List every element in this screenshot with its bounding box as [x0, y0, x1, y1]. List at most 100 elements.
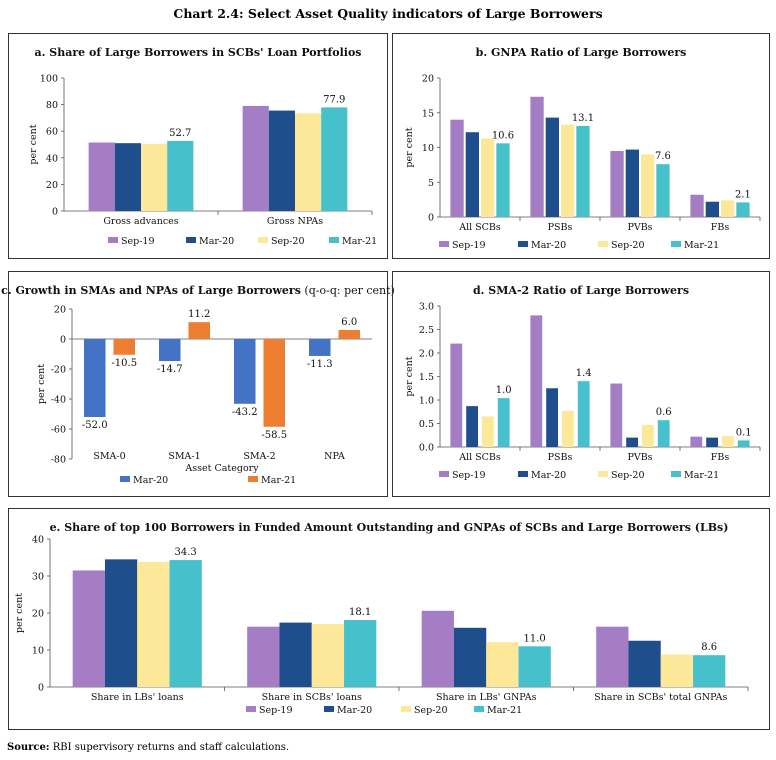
- bar: [421, 610, 454, 687]
- data-label: 11.0: [524, 633, 546, 644]
- legend-swatch: [439, 241, 449, 247]
- bar: [625, 149, 639, 217]
- legend-label: Mar-20: [133, 475, 168, 486]
- bar: [497, 398, 510, 447]
- legend-label: Mar-20: [531, 470, 566, 481]
- legend-swatch: [671, 471, 681, 477]
- panel-c-chart: c. Growth in SMAs and NPAs of Large Borr…: [1, 271, 395, 497]
- y-axis-label: per cent: [404, 127, 415, 167]
- bar: [338, 330, 360, 339]
- legend-label: Mar-21: [487, 705, 522, 716]
- chart-title-text: d. SMA-2 Ratio of Large Borrowers: [473, 284, 689, 297]
- chart-title-text: a. Share of Large Borrowers in SCBs' Loa…: [35, 46, 362, 59]
- source-text: RBI supervisory returns and staff calcul…: [52, 742, 290, 753]
- y-tick-label: 30: [32, 572, 44, 583]
- y-tick-label: 0: [60, 335, 66, 346]
- bar: [660, 654, 694, 687]
- x-tick-label: All SCBs: [458, 452, 501, 463]
- bar: [545, 117, 559, 217]
- data-label: 0.6: [656, 407, 672, 418]
- y-tick-label: 3.0: [419, 302, 434, 313]
- x-tick-label: SMA-2: [243, 451, 275, 462]
- x-tick-label: FBs: [711, 222, 730, 233]
- panel-frame: [8, 508, 770, 730]
- legend-label: Mar-20: [337, 705, 372, 716]
- bar: [114, 143, 141, 211]
- x-tick-label: Gross NPAs: [267, 216, 323, 227]
- legend-label: Sep-20: [414, 705, 448, 716]
- bar: [465, 132, 479, 217]
- bar: [705, 201, 719, 217]
- bar: [610, 150, 624, 217]
- legend-swatch: [518, 241, 528, 247]
- bar: [482, 416, 494, 447]
- y-tick-label: 40: [32, 535, 44, 546]
- bar: [628, 640, 661, 687]
- data-label: 34.3: [175, 547, 197, 558]
- y-tick-label: 10: [32, 646, 44, 657]
- bar: [486, 642, 519, 687]
- bar: [113, 339, 135, 355]
- legend-label: Mar-20: [531, 240, 566, 251]
- bar: [656, 164, 670, 217]
- legend-label: Sep-20: [271, 236, 305, 247]
- bar: [167, 140, 194, 211]
- y-tick-label: -60: [51, 425, 66, 436]
- legend-swatch: [324, 706, 334, 712]
- y-tick-label: 2.5: [419, 325, 434, 336]
- bar: [263, 339, 285, 427]
- x-tick-label: PSBs: [548, 222, 573, 233]
- bar: [72, 570, 105, 687]
- x-tick-label: Gross advances: [103, 216, 178, 227]
- y-tick-label: 15: [422, 108, 434, 119]
- x-tick-label: PVBs: [627, 222, 652, 233]
- legend-swatch: [518, 471, 528, 477]
- y-tick-label: 20: [46, 180, 58, 191]
- chart-title: d. SMA-2 Ratio of Large Borrowers: [473, 284, 689, 297]
- bar: [722, 436, 734, 447]
- legend-swatch: [598, 241, 608, 247]
- bar: [169, 560, 202, 687]
- y-tick-label: 0: [52, 207, 58, 218]
- data-label: 1.0: [496, 385, 512, 396]
- bar: [736, 202, 750, 217]
- bar: [247, 626, 280, 687]
- x-tick-label: PVBs: [627, 452, 652, 463]
- bar: [188, 322, 210, 339]
- x-tick-label: SMA-0: [93, 451, 125, 462]
- bar: [530, 96, 544, 217]
- bar: [321, 107, 348, 211]
- bar: [610, 383, 623, 447]
- x-tick-label: SMA-1: [168, 451, 200, 462]
- legend-swatch: [329, 237, 339, 243]
- panel-frame: [392, 271, 770, 497]
- bar: [234, 339, 256, 404]
- bar: [344, 620, 377, 687]
- source-note: Source: RBI supervisory returns and staf…: [7, 742, 289, 753]
- y-tick-label: 0.0: [419, 443, 434, 454]
- data-label: -14.7: [157, 364, 183, 375]
- bar: [690, 436, 703, 447]
- legend-swatch: [474, 706, 484, 712]
- y-tick-label: 20: [422, 74, 434, 85]
- y-tick-label: 0: [428, 213, 434, 224]
- bar: [309, 339, 331, 356]
- data-label: -11.3: [307, 359, 333, 370]
- bar: [311, 624, 345, 687]
- data-label: -43.2: [232, 407, 258, 418]
- legend-label: Mar-21: [684, 240, 719, 251]
- panel-d-chart: d. SMA-2 Ratio of Large Borrowers 0.0 0.5 1…: [392, 271, 770, 497]
- bar: [596, 626, 629, 687]
- legend-swatch: [248, 476, 258, 482]
- bar: [690, 194, 704, 217]
- data-label: 7.6: [655, 151, 671, 162]
- y-axis-label: per cent: [14, 593, 25, 633]
- bar: [576, 125, 590, 217]
- y-tick-label: 0: [38, 683, 44, 694]
- chart-title-text: e. Share of top 100 Borrowers in Funded …: [50, 521, 729, 534]
- y-tick-label: 10: [422, 143, 434, 154]
- legend-label: Sep-19: [452, 240, 486, 251]
- bar: [642, 424, 654, 447]
- x-tick-label: Share in LBs' loans: [91, 692, 184, 703]
- bar: [721, 200, 735, 217]
